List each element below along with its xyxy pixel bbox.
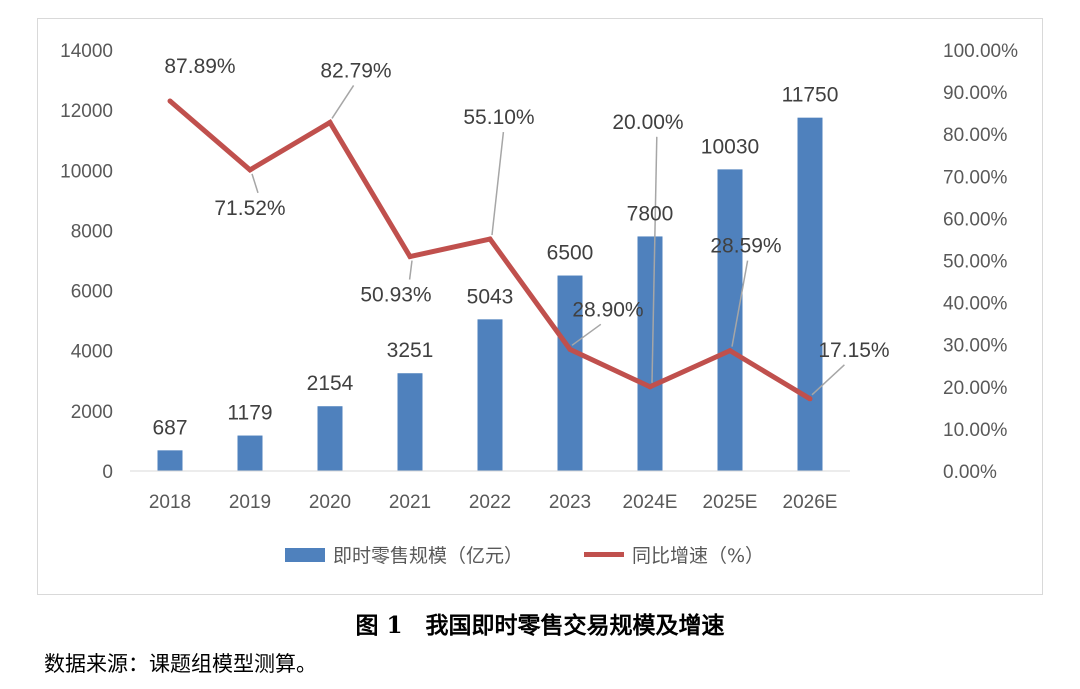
right-axis-tick: 0.00% <box>943 462 997 483</box>
growth-value-label: 28.90% <box>572 298 643 321</box>
right-axis-tick: 70.00% <box>943 167 1008 188</box>
chart-frame <box>37 18 1043 595</box>
growth-value-label: 50.93% <box>360 284 431 307</box>
x-axis-tick: 2022 <box>469 492 511 513</box>
growth-value-label: 82.79% <box>320 59 391 82</box>
x-axis-tick: 2020 <box>309 492 351 513</box>
legend: 即时零售规模（亿元） 同比增速（%） <box>285 545 764 567</box>
combo-chart: 687 1179 2154 3251 5043 6500 7800 10030 11750 87.… <box>60 41 1018 567</box>
growth-value-label: 71.52% <box>214 197 285 220</box>
growth-value-label: 28.59% <box>710 235 781 258</box>
leader-lines-layer <box>251 85 845 396</box>
x-axis-tick: 2024E <box>623 492 678 513</box>
bar-value-label: 2154 <box>307 372 354 395</box>
left-axis-tick: 2000 <box>71 402 113 423</box>
x-axis-tick: 2026E <box>783 492 838 513</box>
bar-value-label: 10030 <box>701 135 759 158</box>
left-axis-tick: 14000 <box>60 41 113 62</box>
right-axis-tick: 60.00% <box>943 209 1008 230</box>
leader-line <box>651 136 658 383</box>
right-axis-tick: 30.00% <box>943 336 1008 357</box>
x-axis-tick: 2019 <box>229 492 271 513</box>
bars-layer <box>157 117 823 472</box>
growth-point-2018 <box>167 98 173 104</box>
leader-line <box>408 260 413 280</box>
leader-line <box>331 85 355 119</box>
left-axis-tick: 10000 <box>60 161 113 182</box>
bar-value-label: 11750 <box>782 84 839 107</box>
x-axis-tick: 2021 <box>389 492 431 513</box>
bar-value-label: 7800 <box>627 202 674 225</box>
bar-value-label: 3251 <box>387 339 434 362</box>
line-layer <box>167 98 813 402</box>
growth-point-2021 <box>407 254 413 260</box>
left-axis-tick: 8000 <box>71 221 113 242</box>
growth-point-2020 <box>327 119 333 125</box>
legend-label-line: 同比增速（%） <box>632 545 764 567</box>
legend-label-bar: 即时零售规模（亿元） <box>333 545 523 567</box>
right-axis-tick: 90.00% <box>943 83 1008 104</box>
legend-swatch-bar <box>285 548 325 562</box>
figure-caption: 图 1 我国即时零售交易规模及增速 <box>355 612 725 639</box>
leader-line <box>491 131 505 236</box>
growth-point-2024E <box>647 384 653 390</box>
bar-2023 <box>557 275 583 471</box>
bar-2019 <box>237 435 263 471</box>
growth-point-2023 <box>567 346 573 352</box>
axes-layer: 0 2000 4000 6000 8000 10000 12000 14000 0.00% 10.… <box>60 41 1018 513</box>
growth-value-label: 17.15% <box>818 339 889 362</box>
bar-value-label: 5043 <box>467 285 514 308</box>
growth-point-2025E <box>727 348 733 354</box>
left-axis-tick: 4000 <box>71 342 113 363</box>
left-axis-tick: 0 <box>102 462 113 483</box>
bar-2020 <box>317 406 343 471</box>
growth-point-2026E <box>807 396 813 402</box>
bar-2024E <box>637 236 663 471</box>
left-axis-tick: 12000 <box>60 101 113 122</box>
x-axis-tick: 2018 <box>149 492 191 513</box>
x-axis-tick: 2023 <box>549 492 591 513</box>
bar-value-label: 1179 <box>227 402 272 425</box>
leader-line <box>811 364 845 396</box>
legend-swatch-line <box>584 552 624 557</box>
leader-line <box>571 323 602 346</box>
growth-value-label: 55.10% <box>463 106 534 129</box>
x-axis-tick: 2025E <box>703 492 758 513</box>
right-axis-tick: 50.00% <box>943 252 1008 273</box>
growth-value-label: 87.89% <box>164 55 235 78</box>
bar-value-label: 6500 <box>547 242 594 265</box>
bar-2018 <box>157 450 183 471</box>
right-axis-tick: 80.00% <box>943 125 1008 146</box>
bar-2021 <box>397 373 423 471</box>
leader-line <box>731 260 749 347</box>
right-axis-tick: 100.00% <box>943 41 1018 62</box>
growth-point-2019 <box>247 167 253 173</box>
right-axis-tick: 10.00% <box>943 420 1008 441</box>
bar-2022 <box>477 319 503 471</box>
bar-2025E <box>717 169 743 471</box>
growth-point-2022 <box>487 236 493 242</box>
right-axis-tick: 20.00% <box>943 378 1008 399</box>
source-note: 数据来源：课题组模型测算。 <box>44 652 317 676</box>
data-labels-layer: 687 1179 2154 3251 5043 6500 7800 10030 11750 87.… <box>152 55 889 439</box>
leader-line <box>251 173 259 194</box>
growth-value-label: 20.00% <box>612 111 683 134</box>
bar-value-label: 687 <box>152 416 187 439</box>
right-axis-tick: 40.00% <box>943 294 1008 315</box>
bar-2026E <box>797 117 823 472</box>
left-axis-tick: 6000 <box>71 282 113 303</box>
